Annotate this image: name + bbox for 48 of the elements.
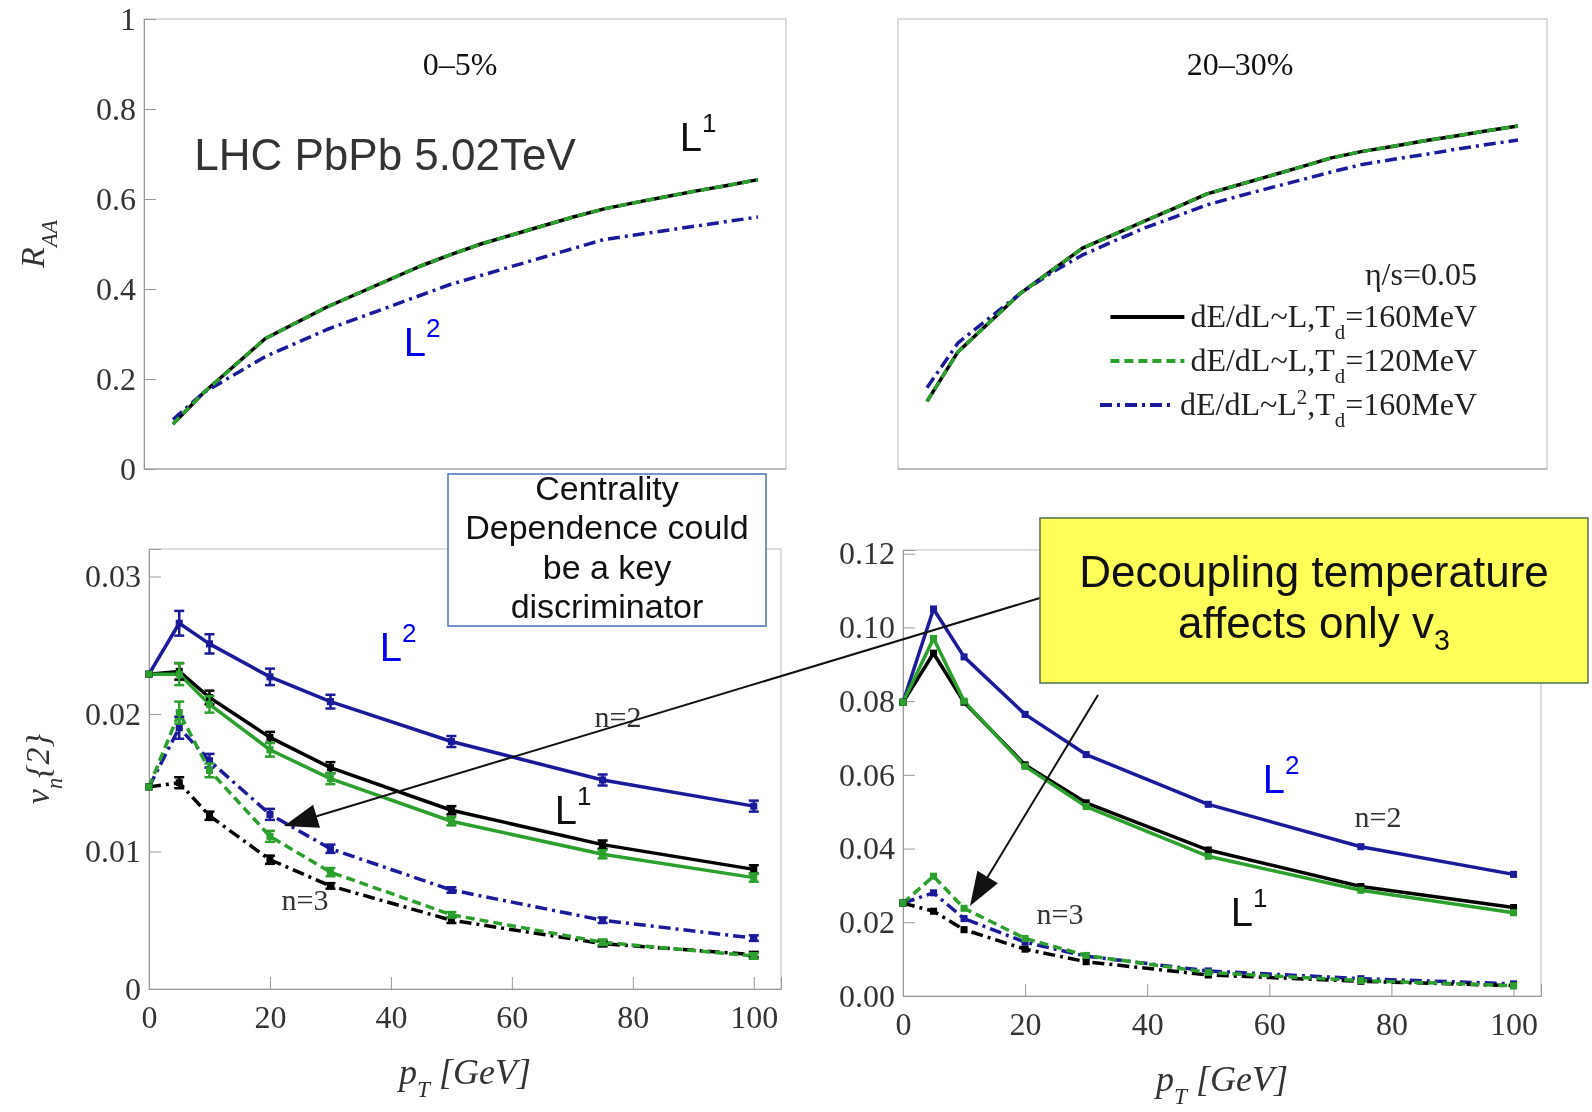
annotation: L$^{2}$ bbox=[379, 617, 417, 669]
y-tick-label: 0.02 bbox=[839, 904, 895, 941]
y-tick-label: 0.06 bbox=[839, 756, 895, 793]
annotation: 0–5% bbox=[422, 46, 498, 83]
y-tick-label: 0.4 bbox=[96, 270, 136, 307]
y-tick-label: 0.00 bbox=[839, 977, 895, 1014]
x-axis-title: p$_{T}$ [GeV] bbox=[395, 1052, 532, 1102]
y-tick-label: 0.12 bbox=[839, 535, 895, 572]
annotation: L$^{1}$ bbox=[1230, 882, 1268, 934]
y-tick-label: 0.6 bbox=[96, 180, 136, 217]
x-tick-label: 40 bbox=[375, 998, 408, 1035]
annotation: n=2 bbox=[594, 699, 642, 733]
y-tick-label: 0 bbox=[120, 450, 136, 487]
annotation: L$^{1}$ bbox=[679, 107, 717, 159]
x-tick-label: 100 bbox=[730, 998, 779, 1035]
y-tick-label: 0.2 bbox=[96, 360, 136, 397]
x-tick-label: 100 bbox=[1490, 1005, 1539, 1042]
x-tick-label: 80 bbox=[617, 998, 650, 1035]
legend-title: η/s=0.05 bbox=[1364, 256, 1477, 292]
y-tick-label: 0.10 bbox=[839, 609, 895, 646]
annotation: Decoupling temperature affects only v$_{3}$ bbox=[1079, 546, 1549, 656]
annotation: L$^{2}$ bbox=[1262, 749, 1300, 801]
x-tick-label: 80 bbox=[1375, 1005, 1408, 1042]
legend-label: dE/dL~L$^{2}$,T$_{d}$=160MeV bbox=[1179, 384, 1477, 431]
annotation: L$^{2}$ bbox=[403, 312, 441, 364]
y-tick-label: 0.03 bbox=[85, 558, 141, 595]
annotation: n=2 bbox=[1354, 799, 1402, 833]
legend-label: dE/dL~L,T$_{d}$=160MeV bbox=[1190, 298, 1477, 343]
y-tick-label: 0.08 bbox=[839, 682, 895, 719]
x-tick-label: 40 bbox=[1131, 1005, 1164, 1042]
legend-label: dE/dL~L,T$_{d}$=120MeV bbox=[1190, 342, 1477, 387]
y-tick-label: 0 bbox=[125, 970, 141, 1007]
y-tick-label: 0.01 bbox=[85, 833, 141, 870]
y-tick-label: 0.8 bbox=[96, 90, 136, 127]
x-tick-label: 60 bbox=[1253, 1005, 1286, 1042]
annotation: n=3 bbox=[281, 882, 329, 916]
annotation: Centrality Dependence could be a key discriminator bbox=[465, 469, 749, 625]
y-tick-label: 1 bbox=[120, 0, 136, 37]
y-tick-label: 0.02 bbox=[85, 695, 141, 732]
x-tick-label: 60 bbox=[496, 998, 529, 1035]
x-tick-label: 20 bbox=[254, 998, 287, 1035]
y-tick-label: 0.04 bbox=[839, 830, 895, 867]
x-axis-title: p$_{T}$ [GeV] bbox=[1152, 1059, 1289, 1109]
annotation: n=3 bbox=[1036, 896, 1084, 930]
annotation: L$^{1}$ bbox=[554, 780, 592, 832]
text: 20–30% bbox=[1186, 46, 1294, 83]
x-tick-label: 20 bbox=[1009, 1005, 1042, 1042]
annotation: LHC PbPb 5.02TeV bbox=[194, 129, 577, 179]
